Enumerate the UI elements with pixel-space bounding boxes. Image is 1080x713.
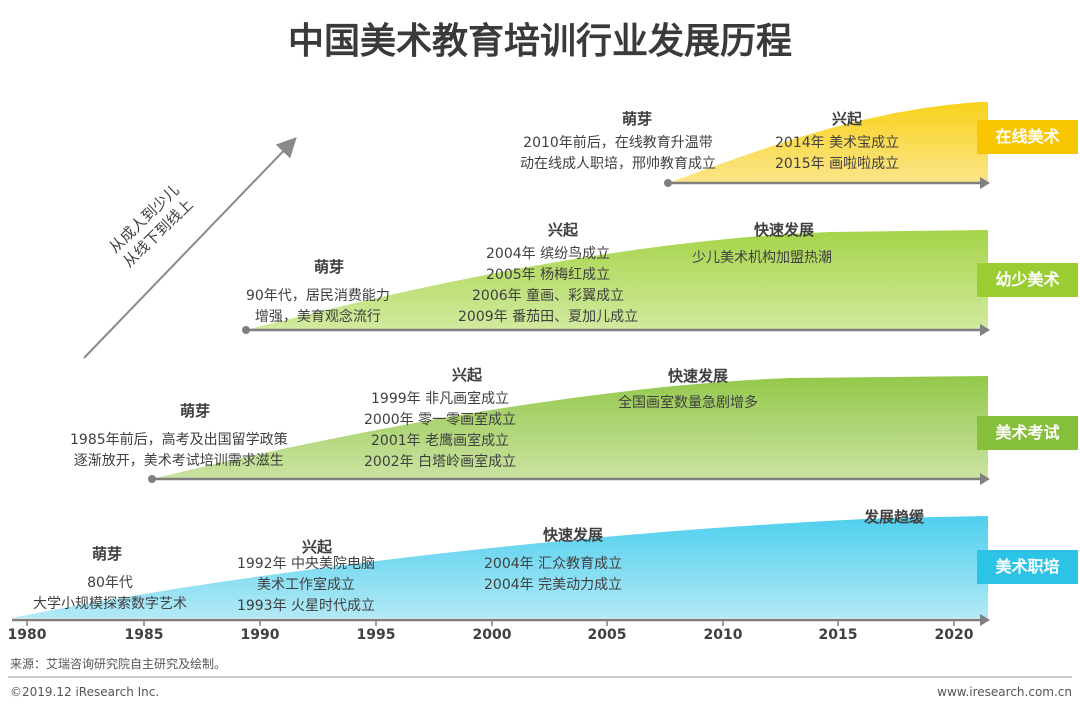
training-fast-line-1: 2004年 汇众教育成立 (484, 556, 623, 572)
website-url: www.iresearch.com.cn (937, 685, 1072, 699)
online-start-dot (664, 179, 672, 187)
kids-area (246, 230, 988, 330)
online-sprout-title: 萌芽 (622, 110, 653, 128)
kids-rise-line-4: 2009年 番茄田、夏加儿成立 (458, 309, 639, 325)
exam-sprout-line-1: 1985年前后，高考及出国留学政策 (70, 432, 288, 448)
copyright: ©2019.12 iResearch Inc. (10, 685, 160, 699)
exam-sprout-title: 萌芽 (180, 402, 211, 420)
online-rise-desc: 2014年 美术宝成立 2015年 画啦啦成立 (775, 133, 899, 175)
year-2015: 2015 (818, 627, 858, 643)
training-slow-title: 发展趋缓 (864, 508, 925, 526)
exam-fast-desc: 全国画室数量急剧增多 (618, 393, 758, 414)
training-sprout-title: 萌芽 (92, 545, 123, 563)
training-rise-desc: 1992年 中央美院电脑 美术工作室成立 1993年 火星时代成立 (224, 554, 388, 617)
year-2020: 2020 (934, 627, 974, 643)
online-rise-title: 兴起 (832, 110, 863, 128)
training-fast-line-2: 2004年 完美动力成立 (484, 577, 623, 593)
tag-exam: 美术考试 (977, 416, 1078, 450)
exam-fast-title: 快速发展 (668, 367, 729, 385)
exam-rise-title: 兴起 (452, 366, 483, 384)
kids-fast-title: 快速发展 (754, 221, 815, 239)
exam-area (152, 376, 988, 479)
kids-sprout-desc: 90年代，居民消费能力 增强，美育观念流行 (246, 286, 390, 328)
training-sprout-line-2: 大学小规模探索数字艺术 (33, 596, 187, 612)
tag-kids: 幼少美术 (977, 263, 1078, 297)
training-rise-line-2: 美术工作室成立 (257, 577, 355, 593)
year-2000: 2000 (472, 627, 512, 643)
year-1995: 1995 (356, 627, 396, 643)
exam-sprout-line-2: 逐渐放开，美术考试培训需求滋生 (73, 453, 284, 469)
exam-fast-line-1: 全国画室数量急剧增多 (618, 395, 758, 411)
training-area (12, 516, 988, 618)
online-sprout-line-2: 动在线成人职培，邢帅教育成立 (520, 156, 716, 172)
kids-rise-line-3: 2006年 童画、彩翼成立 (472, 288, 625, 304)
year-1985: 1985 (124, 627, 164, 643)
year-1990: 1990 (240, 627, 280, 643)
exam-rise-line-3: 2001年 老鹰画室成立 (371, 433, 510, 449)
year-1980: 1980 (7, 627, 47, 643)
online-sprout-line-1: 2010年前后，在线教育升温带 (523, 135, 713, 151)
source-note: 来源：艾瑞咨询研究院自主研究及绘制。 (10, 657, 227, 671)
exam-rise-line-1: 1999年 非凡画室成立 (371, 391, 510, 407)
online-rise-line-1: 2014年 美术宝成立 (775, 135, 900, 151)
training-rise-title: 兴起 (302, 538, 333, 556)
exam-rise-line-2: 2000年 零一零画室成立 (364, 412, 517, 428)
kids-rise-line-1: 2004年 缤纷鸟成立 (486, 246, 611, 262)
kids-sprout-line-1: 90年代，居民消费能力 (246, 288, 390, 304)
kids-sprout-line-2: 增强，美育观念流行 (254, 309, 381, 325)
kids-rise-title: 兴起 (548, 221, 579, 239)
kids-arrowhead (980, 324, 990, 336)
training-fast-title: 快速发展 (543, 526, 604, 544)
diagonal-arrow (83, 137, 297, 359)
tag-training: 美术职培 (977, 550, 1078, 584)
kids-fast-desc: 少儿美术机构加盟热潮 (692, 248, 832, 269)
year-2010: 2010 (703, 627, 743, 643)
training-rise-line-3: 1993年 火星时代成立 (236, 598, 376, 614)
tag-online: 在线美术 (977, 120, 1078, 154)
exam-start-dot (148, 475, 156, 483)
training-arrowhead (980, 614, 990, 626)
kids-rise-line-2: 2005年 杨梅红成立 (486, 267, 611, 283)
exam-arrowhead (980, 473, 990, 485)
exam-sprout-desc: 1985年前后，高考及出国留学政策 逐渐放开，美术考试培训需求滋生 (70, 430, 288, 472)
axis-ticks (26, 620, 955, 626)
exam-rise-desc: 1999年 非凡画室成立 2000年 零一零画室成立 2001年 老鹰画室成立 … (364, 389, 516, 473)
training-rise-line-1: 1992年 中央美院电脑 (236, 556, 376, 572)
kids-sprout-title: 萌芽 (314, 258, 345, 276)
training-sprout-line-1: 80年代 (87, 575, 133, 591)
kids-rise-desc: 2004年 缤纷鸟成立 2005年 杨梅红成立 2006年 童画、彩翼成立 20… (458, 244, 638, 328)
kids-start-dot (242, 326, 250, 334)
online-sprout-desc: 2010年前后，在线教育升温带 动在线成人职培，邢帅教育成立 (520, 133, 716, 175)
kids-fast-line-1: 少儿美术机构加盟热潮 (692, 250, 832, 266)
online-area (668, 102, 988, 183)
online-arrowhead (980, 177, 990, 189)
page-title: 中国美术教育培训行业发展历程 (287, 21, 792, 62)
year-2005: 2005 (587, 627, 627, 643)
training-sprout-desc: 80年代 大学小规模探索数字艺术 (16, 573, 204, 615)
exam-rise-line-4: 2002年 白塔岭画室成立 (364, 454, 517, 470)
online-rise-line-2: 2015年 画啦啦成立 (775, 156, 900, 172)
training-fast-desc: 2004年 汇众教育成立 2004年 完美动力成立 (484, 554, 622, 596)
